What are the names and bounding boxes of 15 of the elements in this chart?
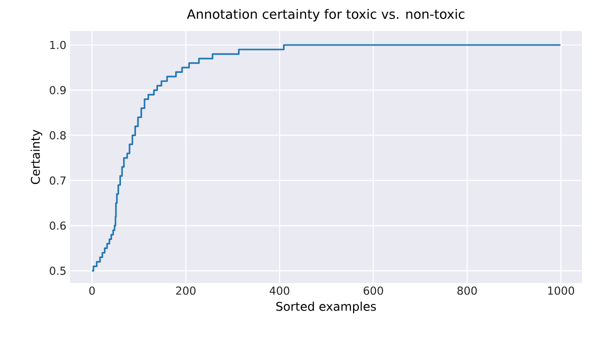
x-tick-label: 200 xyxy=(176,286,196,295)
x-tick-label: 400 xyxy=(270,286,290,295)
x-tick-label: 600 xyxy=(364,286,384,295)
x-axis-title: Sorted examples xyxy=(276,302,376,314)
y-tick-label: 0.6 xyxy=(50,222,66,230)
y-axis-title: Certainty xyxy=(30,130,42,184)
y-tick-label: 0.7 xyxy=(50,176,66,185)
y-tick-label: 0.8 xyxy=(50,131,66,140)
chart-title: Annotation certainty for toxic vs. non-toxic xyxy=(186,8,464,22)
y-tick-label: 0.9 xyxy=(50,86,66,94)
x-tick-label: 0 xyxy=(89,286,95,295)
x-tick-label: 800 xyxy=(457,286,477,295)
y-tick-label: 0.5 xyxy=(50,266,66,275)
x-tick-label: 1000 xyxy=(548,286,574,295)
y-tick-label: 1.0 xyxy=(50,40,66,50)
